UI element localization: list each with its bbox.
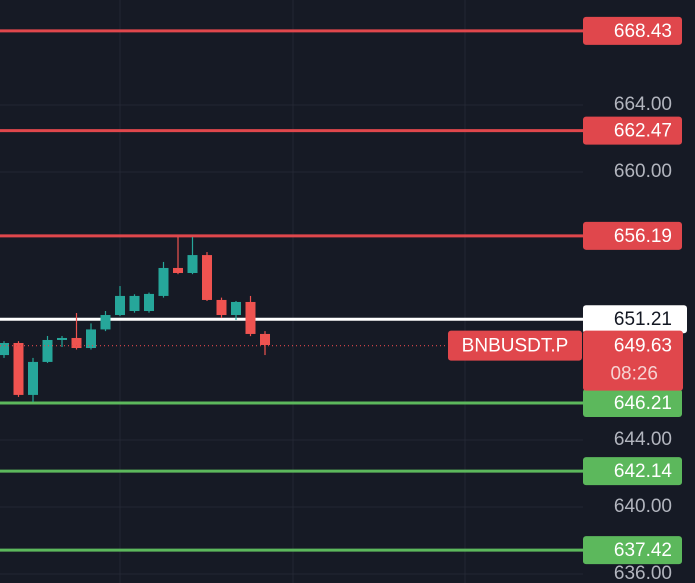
level-label-box	[583, 457, 682, 486]
level-label-box	[583, 16, 682, 45]
candle-body	[86, 329, 96, 349]
level-label: 668.43	[614, 21, 672, 42]
level-label-box	[583, 536, 682, 565]
level-label-box	[583, 305, 687, 334]
candle-body	[158, 267, 169, 296]
level-label: 637.42	[614, 540, 672, 561]
symbol-label: BNBUSDT.P	[462, 336, 569, 357]
candle-body	[144, 293, 154, 312]
y-tick-label: 636.00	[614, 563, 672, 583]
candle-body	[115, 295, 125, 316]
y-tick-label: 660.00	[614, 161, 672, 182]
y-tick-label: 640.00	[614, 496, 672, 517]
symbol-box	[448, 330, 582, 361]
level-label-box	[583, 388, 682, 417]
candle-body	[245, 301, 256, 334]
candle-body	[260, 333, 270, 346]
candle-body	[28, 361, 38, 395]
last-price-box	[583, 330, 683, 391]
level-label: 656.19	[614, 226, 672, 247]
candle-body	[129, 295, 140, 312]
candle-body	[100, 315, 111, 330]
level-label-box	[583, 116, 682, 145]
candle-body	[187, 255, 198, 273]
candle-body	[202, 255, 212, 300]
y-tick-label: 664.00	[614, 94, 672, 115]
candle-body	[231, 301, 241, 316]
candle-body	[13, 343, 24, 395]
last-price-label: 649.63	[614, 336, 672, 357]
candle-body	[216, 299, 227, 316]
y-tick-label: 644.00	[614, 429, 672, 450]
candle-body	[71, 337, 82, 349]
level-label: 651.21	[614, 309, 672, 330]
candle-body	[42, 339, 53, 362]
candle-body	[57, 337, 67, 340]
countdown-label: 08:26	[610, 364, 658, 385]
candle-body	[173, 267, 183, 273]
candle-body	[0, 343, 9, 356]
level-label: 662.47	[614, 121, 672, 142]
level-label: 646.21	[614, 393, 672, 414]
level-label-box	[583, 221, 682, 250]
level-label: 642.14	[614, 461, 673, 482]
